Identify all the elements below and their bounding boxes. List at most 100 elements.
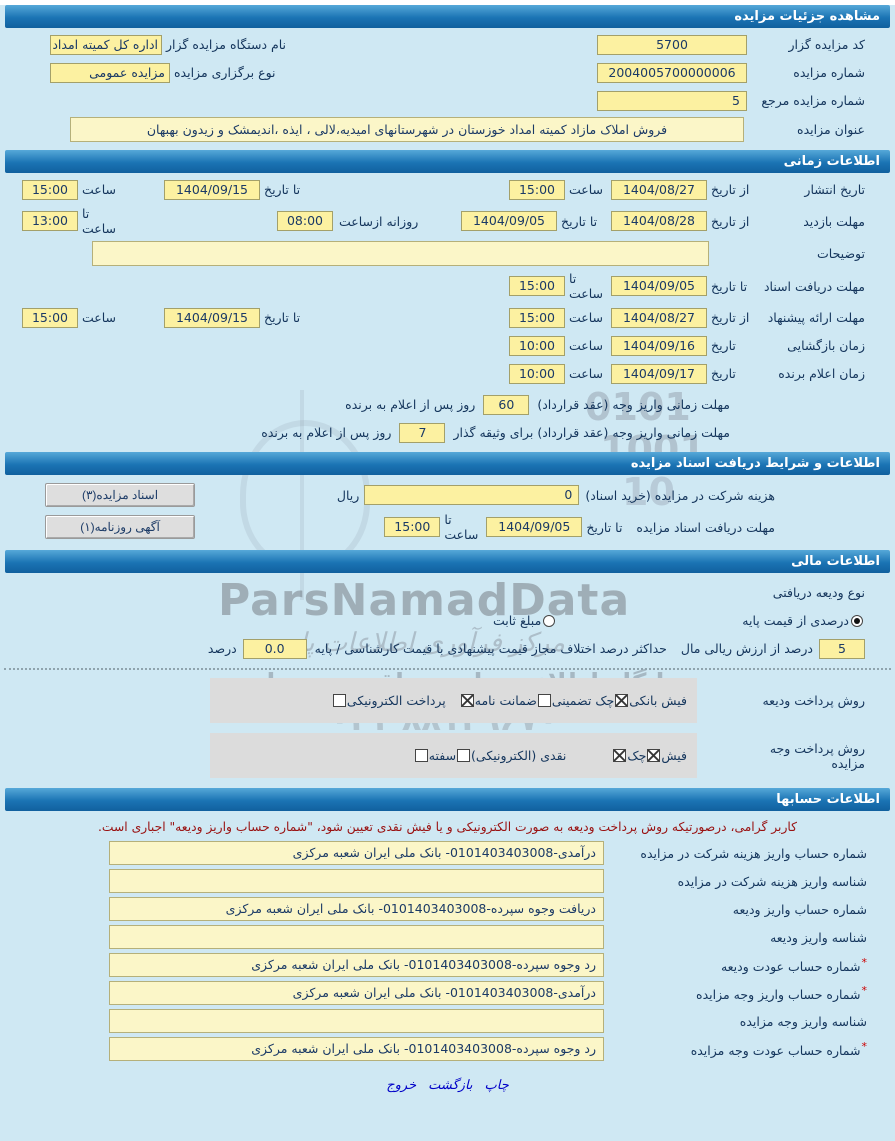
account-row-label: *شماره حساب واریز هزینه شرکت در مزایده [640, 845, 867, 861]
auction-title-label: عنوان مزایده [797, 122, 865, 137]
auction-number-label: شماره مزایده [793, 65, 865, 80]
account-row-field[interactable] [109, 925, 604, 949]
radio-percent-icon[interactable] [851, 614, 863, 627]
checkbox-slip[interactable]: فیش [646, 748, 687, 763]
doc-deadline-date-field[interactable]: 1404/09/05 [611, 276, 707, 296]
checkbox-slip-label: فیش [661, 748, 687, 763]
doc-deadline-time-field[interactable]: 15:00 [509, 276, 565, 296]
account-row-field[interactable] [109, 1009, 604, 1033]
checkbox-promissory-note[interactable]: سفته [414, 748, 456, 763]
row-auction-title: عنوان مزایده فروش املاک مازاد کمیته امدا… [10, 117, 865, 142]
row-percent-values: 5 درصد از ارزش ریالی مال حداکثر درصد اخت… [10, 637, 865, 660]
offer-to-date-field[interactable]: 1404/09/15 [164, 307, 260, 328]
payment-deadline-field[interactable]: 60 [483, 394, 530, 415]
offer-from-time-field[interactable]: 15:00 [509, 307, 565, 328]
participation-fee-field[interactable]: 0 [364, 485, 580, 505]
back-link[interactable]: بازگشت [428, 1078, 473, 1093]
visit-from-label: از تاریخ [711, 213, 750, 229]
winner-time-field[interactable]: 10:00 [509, 363, 565, 384]
row-deposit-type-options: درصدی از قیمت پایه مبلغ ثابت [10, 609, 865, 632]
checkbox-guaranteed-cheque-box[interactable] [537, 694, 551, 707]
notes-label: توضیحات [817, 246, 865, 261]
checkbox-guaranteed-cheque[interactable]: چک تضمینی [537, 693, 614, 708]
visit-until-label: تا ساعت [82, 206, 117, 236]
checkbox-bank-slip-label: فیش بانکی [629, 693, 687, 708]
agency-name-field[interactable]: اداره کل کمیته امداد امام خمی [50, 34, 162, 55]
opening-label: زمان بازگشایی [787, 338, 865, 353]
deposit-methods-label: روش پرداخت ودیعه [762, 693, 865, 708]
row-doc-deadline: مهلت دریافت اسناد تا تاریخ 1404/09/05 تا… [10, 271, 865, 301]
account-row: *شماره حساب عودت وجه مزایده رد وجوه سپرد… [10, 1037, 867, 1061]
max-diff-field[interactable]: 0.0 [242, 638, 307, 659]
row-payment-deadline: مهلت زمانی واریز وجه (عقد قرارداد) 60 رو… [10, 393, 730, 416]
section-docs-header: اطلاعات و شرایط دریافت اسناد مزایده [5, 452, 890, 475]
opening-time-field[interactable]: 10:00 [509, 335, 565, 356]
account-row-field[interactable] [109, 869, 604, 893]
row-winner-time: زمان اعلام برنده تاریخ 1404/09/17 ساعت 1… [10, 362, 865, 385]
visit-label: مهلت بازدید [803, 213, 865, 229]
offer-from-date-field[interactable]: 1404/08/27 [611, 307, 707, 328]
print-link[interactable]: چاپ [484, 1078, 509, 1093]
publish-from-label: از تاریخ [711, 182, 750, 197]
account-row-field[interactable]: درآمدی-0101403403008- بانک ملی ایران شعب… [109, 981, 604, 1005]
payment-deadline-guarantor-field[interactable]: 7 [399, 422, 446, 443]
offer-to-time-field[interactable]: 15:00 [22, 307, 78, 328]
checkbox-cheque-box[interactable] [613, 749, 627, 762]
publish-from-date-field[interactable]: 1404/08/27 [611, 179, 707, 200]
visit-daily-from-field[interactable]: 08:00 [277, 211, 333, 231]
doc-deadline-to-label: تا تاریخ [711, 278, 748, 294]
winner-date-field[interactable]: 1404/09/17 [611, 363, 707, 384]
participation-fee-label: هزینه شرکت در مزایده (خرید اسناد) [585, 487, 775, 503]
account-row-field[interactable]: رد وجوه سپرده-0101403403008- بانک ملی ای… [109, 1037, 604, 1061]
auction-documents-button[interactable]: اسناد مزایده(۳) [45, 483, 195, 507]
account-row: *شناسه واریز ودیعه [10, 925, 867, 949]
participation-fee-unit: ریال [336, 487, 360, 503]
checkbox-slip-box[interactable] [647, 749, 661, 762]
checkbox-bank-slip[interactable]: فیش بانکی [614, 693, 687, 708]
docs-deadline-date-field[interactable]: 1404/09/05 [486, 517, 583, 537]
account-row-label: *شناسه واریز ودیعه [770, 929, 867, 945]
checkbox-guarantee-letter-label: ضمانت نامه [474, 693, 537, 708]
auction-type-field[interactable]: مزایده عمومی [50, 62, 170, 83]
account-row-field[interactable]: درآمدی-0101403403008- بانک ملی ایران شعب… [109, 841, 604, 865]
auction-code-field[interactable]: 5700 [597, 34, 747, 55]
checkbox-cash-electronic[interactable]: نقدی (الکترونیکی) [456, 748, 566, 763]
account-row-field[interactable]: دریافت وجوه سپرده-0101403403008- بانک مل… [109, 897, 604, 921]
publish-to-time-label: ساعت [82, 182, 117, 197]
row-offer-deadline: مهلت ارائه پیشنهاد از تاریخ 1404/08/27 س… [22, 306, 865, 329]
checkbox-cash-electronic-box[interactable] [457, 749, 471, 762]
checkbox-cheque[interactable]: چک [612, 748, 646, 763]
checkbox-promissory-note-box[interactable] [414, 749, 428, 762]
newspaper-ad-button[interactable]: آگهی روزنامه(۱) [45, 515, 195, 539]
checkbox-guarantee-letter[interactable]: ضمانت نامه [460, 693, 537, 708]
visit-to-date-field[interactable]: 1404/09/05 [461, 211, 557, 231]
account-row-label: *شماره حساب واریز ودیعه [732, 901, 867, 917]
radio-fixed-icon[interactable] [543, 614, 556, 627]
row-deposit-type: نوع ودیعه دریافتی [10, 581, 865, 604]
account-row-field[interactable]: رد وجوه سپرده-0101403403008- بانک ملی ای… [109, 953, 604, 977]
checkbox-guarantee-letter-box[interactable] [460, 694, 474, 707]
docs-deadline-time-label: تا ساعت [444, 512, 479, 542]
reference-number-field[interactable]: 5 [597, 90, 747, 111]
deposit-percent-field[interactable]: 5 [819, 638, 865, 659]
radio-percent-of-base[interactable]: درصدی از قیمت پایه [742, 613, 865, 628]
checkbox-bank-slip-box[interactable] [615, 694, 629, 707]
checkbox-electronic-payment[interactable]: پرداخت الکترونیکی [332, 693, 446, 708]
notes-field[interactable] [92, 241, 709, 266]
checkbox-cash-electronic-label: نقدی (الکترونیکی) [471, 748, 567, 763]
docs-deadline-time-field[interactable]: 15:00 [384, 517, 441, 537]
row-reference-number: شماره مزایده مرجع 5 [10, 89, 865, 112]
auction-title-field[interactable]: فروش املاک مازاد کمیته امداد خوزستان در … [70, 117, 744, 142]
checkbox-electronic-payment-label: پرداخت الکترونیکی [346, 693, 446, 708]
exit-link[interactable]: خروج [386, 1078, 417, 1093]
checkbox-electronic-payment-box[interactable] [332, 694, 346, 707]
visit-daily-to-field[interactable]: 13:00 [22, 211, 78, 231]
publish-from-time-field[interactable]: 15:00 [509, 179, 565, 200]
publish-to-time-field[interactable]: 15:00 [22, 179, 78, 200]
visit-from-date-field[interactable]: 1404/08/28 [611, 211, 707, 231]
radio-fixed-amount[interactable]: مبلغ ثابت [493, 613, 557, 628]
publish-to-date-field[interactable]: 1404/09/15 [164, 179, 260, 200]
auction-number-field[interactable]: 2004005700000006 [597, 62, 747, 83]
opening-date-field[interactable]: 1404/09/16 [611, 335, 707, 356]
payment-methods-panel: فیش چک نقدی (الکترونیکی) سفته [210, 733, 697, 778]
